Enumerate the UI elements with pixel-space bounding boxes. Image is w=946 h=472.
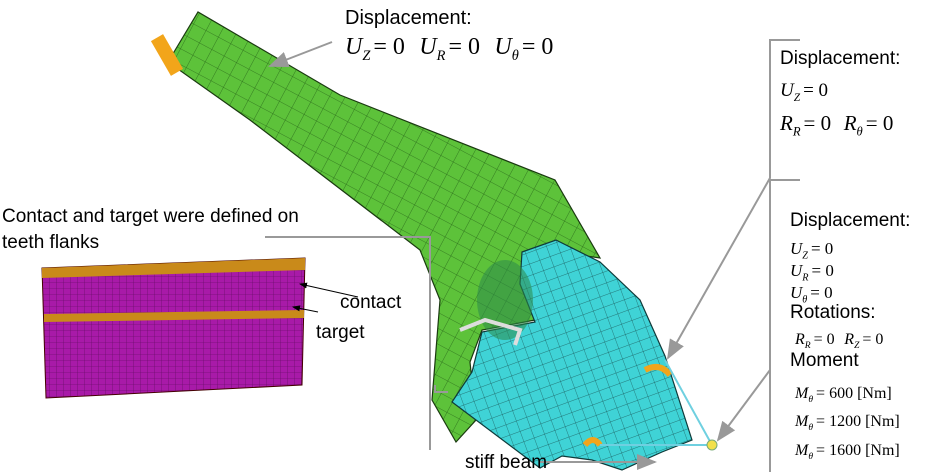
subscript: Z	[362, 48, 371, 64]
symbol: R	[794, 331, 805, 348]
subscript: R	[792, 124, 801, 138]
label: stiff beam	[465, 452, 547, 472]
subscript: R	[436, 48, 446, 64]
symbol: U	[494, 34, 513, 60]
contact-zone	[477, 260, 533, 340]
equation-line: Mθ= 1600 [Nm]	[794, 442, 900, 462]
symbol: U	[345, 34, 364, 60]
label: target	[316, 322, 365, 343]
label: contact	[340, 292, 402, 313]
rhs: = 0	[448, 34, 480, 60]
equation-line: Mθ= 600 [Nm]	[794, 385, 892, 405]
fea-diagram: Displacement:UZ= 0UR= 0Uθ= 0Displacement…	[0, 0, 946, 472]
rhs: = 0	[803, 80, 828, 101]
heading: Displacement:	[780, 48, 900, 69]
heading: Displacement:	[790, 210, 910, 231]
rhs: = 0	[862, 331, 883, 348]
rhs: = 0	[811, 239, 833, 258]
rhs: = 0	[804, 111, 832, 135]
symbol: R	[779, 111, 793, 135]
equation-line: UZ= 0	[780, 80, 828, 104]
subscript: θ	[512, 48, 519, 64]
symbol: R	[843, 111, 857, 135]
heading: Moment	[790, 350, 859, 371]
subscript: Z	[802, 250, 808, 261]
subscript: Z	[794, 92, 801, 104]
subscript: R	[801, 272, 809, 283]
rhs: = 0	[522, 34, 554, 60]
flank-mesh	[42, 258, 305, 398]
heading: Rotations:	[790, 302, 876, 323]
rhs: = 0	[810, 283, 832, 302]
note-line: teeth flanks	[2, 232, 99, 253]
rhs: = 1200 [Nm]	[816, 413, 900, 430]
subscript: θ	[808, 451, 813, 462]
rhs: = 600 [Nm]	[816, 385, 892, 402]
symbol: U	[419, 34, 438, 60]
note-line: Contact and target were defined on	[2, 206, 299, 227]
subscript: θ	[808, 422, 813, 433]
beam-node	[707, 440, 717, 450]
symbol: R	[843, 331, 854, 348]
subscript: θ	[857, 124, 863, 138]
subscript: θ	[808, 394, 813, 405]
equation-line: Mθ= 1200 [Nm]	[794, 413, 900, 433]
rhs: = 0	[866, 111, 894, 135]
equation-line: UR= 0	[790, 261, 834, 283]
rhs: = 1600 [Nm]	[816, 442, 900, 459]
equation-line: UZ= 0	[790, 239, 833, 261]
rhs: = 0	[814, 331, 835, 348]
heading: Displacement:	[345, 7, 472, 29]
rhs: = 0	[373, 34, 405, 60]
rhs: = 0	[812, 261, 834, 280]
